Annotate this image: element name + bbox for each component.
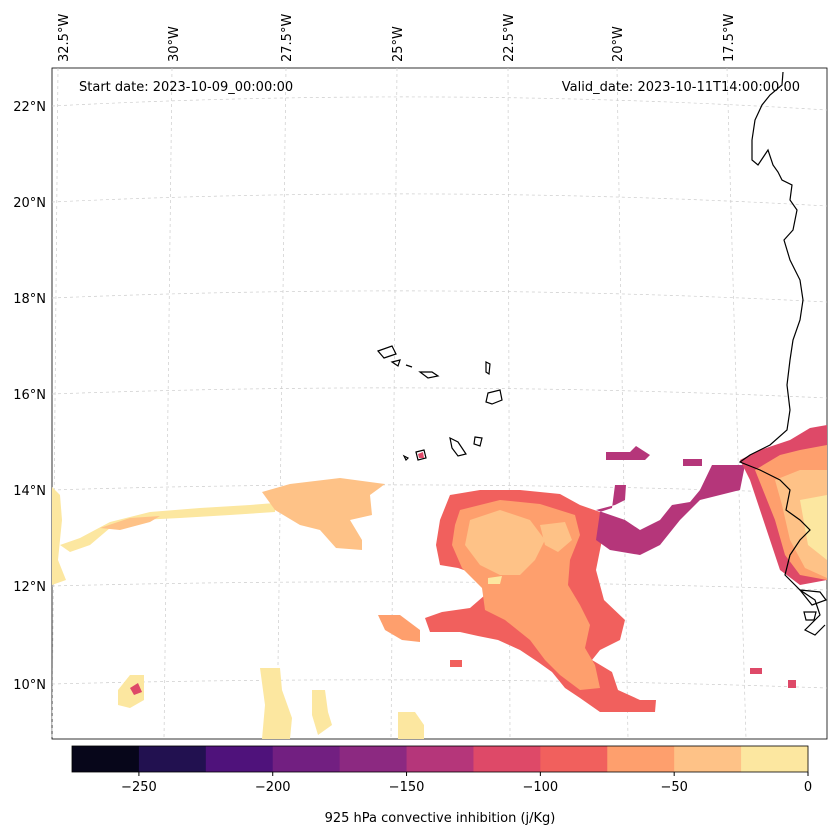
map-panel	[51, 67, 828, 740]
island-santo-antao	[376, 345, 397, 359]
colorbar-tick-label: −150	[389, 780, 425, 795]
gridline-lat-12	[51, 581, 828, 591]
colorbar-segment	[72, 746, 140, 772]
colorbar-tick-label: −50	[660, 780, 687, 795]
island-sao-vicente	[390, 359, 401, 367]
lon-label-325: 32.5°W	[57, 14, 72, 62]
cin-area-west-band	[60, 503, 275, 552]
map-frame	[51, 67, 828, 740]
graticule	[51, 67, 828, 740]
colorbar-segment	[406, 746, 474, 772]
lat-label-22: 22°N	[13, 100, 46, 115]
cin-area-coastal-band	[596, 465, 745, 555]
cin-area-south-coast	[750, 668, 762, 674]
cin-area-main-core	[488, 576, 502, 584]
coastlines	[376, 71, 827, 636]
cin-area-central	[262, 478, 385, 550]
lon-label-225: 22.5°W	[502, 14, 517, 62]
gridline-lon-20	[616, 67, 629, 740]
cin-area-south-4	[312, 690, 332, 735]
cin-area-south-1	[378, 615, 420, 642]
cin-area-main-inner	[465, 510, 545, 575]
island-maio	[473, 436, 483, 447]
start-date-label: Start date: 2023-10-09_00:00:00	[79, 80, 293, 95]
colorbar-tick-label: 0	[804, 780, 812, 795]
lat-label-12: 12°N	[13, 580, 46, 595]
gridline-lat-10	[51, 679, 828, 689]
gridline-lon-30	[163, 67, 173, 740]
gridline-lat-14	[51, 484, 828, 495]
colorbar-frame	[71, 745, 809, 773]
colorbar-segment	[339, 746, 408, 772]
island-sao-nicolau	[418, 371, 440, 379]
island-fogo-cin	[418, 452, 424, 458]
longitude-labels: 32.5°W 30°W 27.5°W 25°W 22.5°W 20°W 17.5…	[57, 14, 737, 62]
colorbar-ticks: −250 −200 −150 −100 −50 0	[121, 772, 812, 795]
cin-area-southwest-core	[130, 683, 142, 695]
gridline-lat-20	[51, 193, 828, 207]
colorbar-tick-label: −250	[121, 780, 157, 795]
african-coastline	[738, 71, 826, 636]
lon-label-175: 17.5°W	[722, 14, 737, 62]
valid-date-label: Valid_date: 2023-10-11T14:00:00.00	[562, 80, 800, 95]
colorbar-segment	[473, 746, 541, 772]
colorbar-segment	[272, 746, 341, 772]
cin-area-north-patch-2	[683, 459, 702, 466]
colorbar-label: 925 hPa convective inhibition (j/Kg)	[325, 811, 556, 826]
colorbar-segment	[607, 746, 675, 772]
lat-label-20: 20°N	[13, 196, 46, 211]
lat-label-16: 16°N	[13, 388, 46, 403]
cin-area-southwest	[118, 675, 144, 708]
colorbar-segment	[138, 746, 207, 772]
lat-label-10: 10°N	[13, 678, 46, 693]
island-fogo	[415, 449, 427, 461]
latitude-labels: 22°N 20°N 18°N 16°N 14°N 12°N 10°N	[13, 100, 46, 693]
colorbar-tick-label: −100	[523, 780, 559, 795]
colorbar-segment	[540, 746, 608, 772]
island-santa-luzia	[405, 364, 413, 368]
gridline-lon-325	[51, 67, 59, 740]
island-bissagos-2	[803, 611, 817, 621]
cin-area-west-edge	[52, 487, 66, 585]
cin-area-south-2	[450, 660, 462, 667]
colorbar-segment	[741, 746, 809, 772]
island-sal	[485, 361, 491, 376]
lon-label-30: 30°W	[167, 26, 182, 62]
gridline-lat-16	[51, 387, 828, 399]
island-brava	[402, 454, 410, 462]
cin-area-south-coast-2	[788, 680, 796, 688]
cin-area-south-5	[398, 712, 424, 739]
colorbar-segment	[674, 746, 742, 772]
cin-area-west-band-core	[100, 516, 160, 530]
gridline-lat-22	[51, 96, 828, 111]
lon-label-275: 27.5°W	[280, 14, 295, 62]
island-santiago	[449, 436, 467, 457]
gridline-lon-175	[726, 67, 747, 740]
colorbar-segments	[72, 746, 809, 772]
cin-area-coast-4	[800, 495, 827, 560]
lon-label-20: 20°W	[611, 26, 626, 62]
colorbar: −250 −200 −150 −100 −50 0 925 hPa convective …	[71, 745, 812, 826]
cin-area-main-inner-2	[540, 522, 572, 552]
colorbar-segment	[205, 746, 274, 772]
island-bissagos-1	[798, 589, 827, 606]
lat-label-18: 18°N	[13, 292, 46, 307]
island-boa-vista	[485, 389, 503, 405]
lon-label-25: 25°W	[391, 26, 406, 62]
lat-label-14: 14°N	[13, 484, 46, 499]
gridline-lat-18	[51, 290, 828, 303]
colorbar-tick-label: −200	[255, 780, 291, 795]
cin-area-north-patch	[606, 446, 650, 460]
cin-area-south-3	[260, 668, 292, 739]
gridline-lon-275	[276, 67, 287, 740]
